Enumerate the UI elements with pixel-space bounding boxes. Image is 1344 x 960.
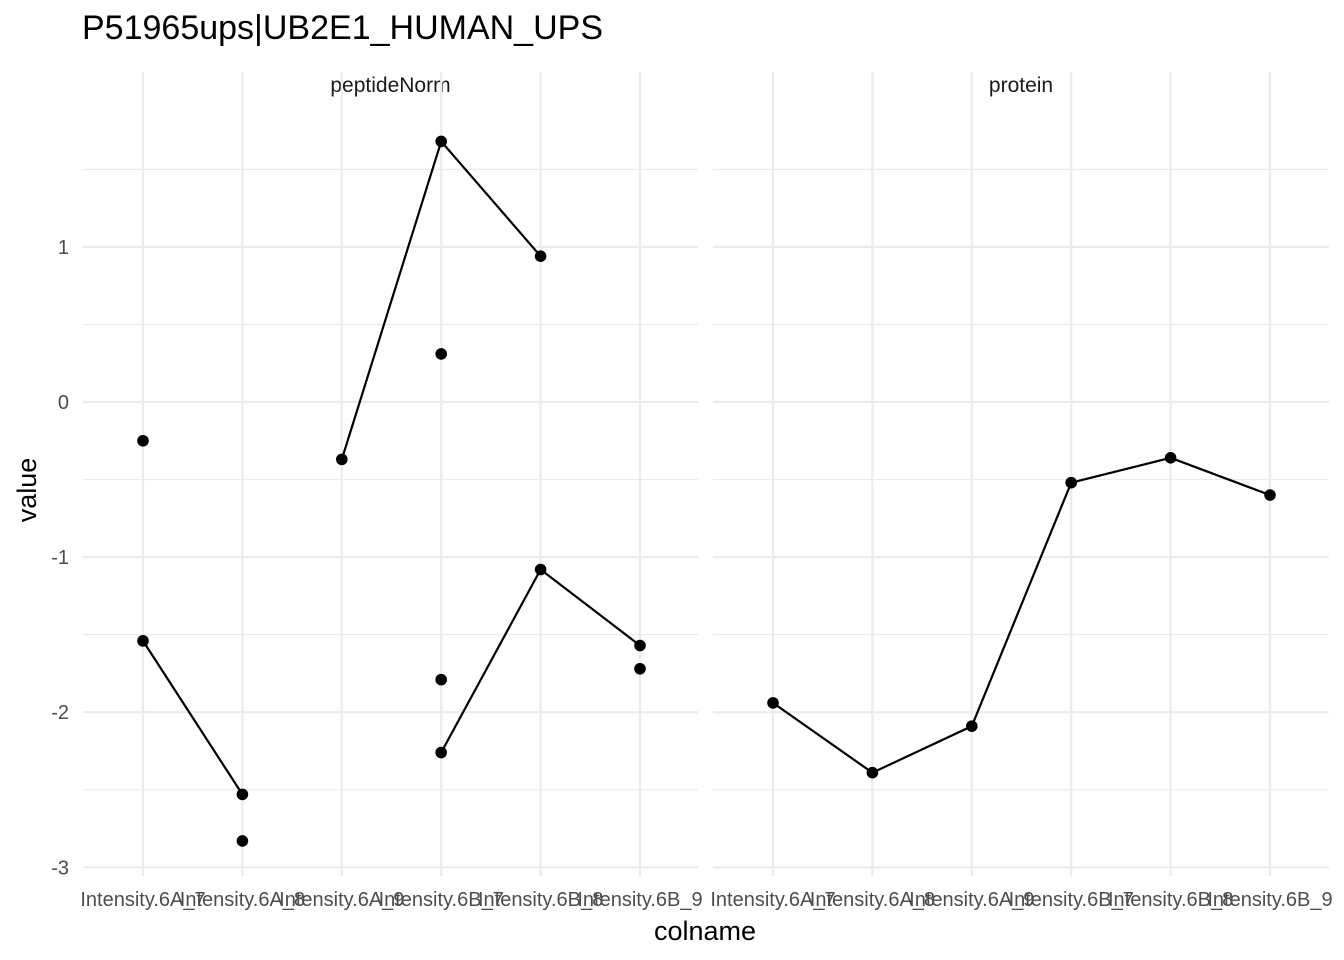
data-point: [435, 348, 448, 360]
x-tick-label: Intensity.6A_9: [279, 889, 404, 911]
x-tick-label: Intensity.6B_9: [577, 889, 702, 911]
data-point: [435, 746, 448, 759]
grid: [713, 72, 1329, 876]
data-point: [966, 720, 978, 732]
data-point: [634, 662, 646, 675]
data-point: [1164, 452, 1177, 464]
y-tick-label: 0: [58, 392, 69, 414]
y-axis: -3 -2 -1 0 1: [51, 237, 69, 879]
series: [236, 662, 646, 847]
x-tick-label: Intensity.6A_8: [810, 889, 935, 911]
panel-peptidenorm: peptideNorm Intensity.6A_7Intensity.6A_8…: [80, 72, 703, 911]
data-point: [534, 250, 547, 263]
y-axis-title: value: [12, 458, 42, 523]
data-point: [435, 673, 448, 686]
data-point: [137, 434, 149, 447]
x-tick-label: Intensity.6A_7: [710, 889, 835, 911]
data-point: [137, 635, 149, 647]
series: [137, 348, 448, 447]
x-tick-label: Intensity.6B_8: [1108, 889, 1233, 911]
x-tick-label: Intensity.6B_8: [478, 889, 603, 911]
series: [137, 563, 646, 801]
chart-title: P51965ups|UB2E1_HUMAN_UPS: [82, 9, 603, 47]
series: [767, 452, 1276, 779]
panel-protein: protein Intensity.6A_7Intensity.6A_8Inte…: [710, 72, 1333, 911]
x-axis: Intensity.6A_7Intensity.6A_8Intensity.6A…: [710, 889, 1332, 911]
data-point: [767, 697, 779, 709]
x-tick-label: Intensity.6B_9: [1207, 889, 1332, 911]
x-tick-label: Intensity.6A_7: [80, 889, 205, 911]
y-tick-label: -2: [51, 702, 69, 724]
series-line: [142, 640, 244, 796]
panel-strip-label: protein: [989, 74, 1053, 97]
x-tick-label: Intensity.6B_7: [379, 889, 504, 911]
data-point: [336, 453, 348, 466]
x-tick-label: Intensity.6A_8: [180, 889, 305, 911]
x-axis: Intensity.6A_7Intensity.6A_8Intensity.6A…: [80, 889, 702, 911]
x-tick-label: Intensity.6B_7: [1009, 889, 1134, 911]
data-point: [534, 563, 547, 576]
data-point: [1065, 476, 1077, 489]
y-tick-label: 1: [58, 237, 69, 259]
data-point: [236, 788, 249, 801]
data-point: [1264, 489, 1276, 501]
x-axis-title: colname: [654, 916, 756, 946]
series-line: [772, 456, 1271, 774]
data-point: [634, 639, 646, 652]
y-tick-label: -1: [51, 547, 69, 569]
data-point: [866, 766, 879, 779]
data-point: [435, 135, 448, 148]
data-point: [236, 835, 249, 847]
panel-strip-label: peptideNorm: [330, 74, 450, 97]
grid: [83, 72, 698, 876]
y-tick-label: -3: [51, 857, 69, 879]
series: [336, 135, 547, 466]
x-tick-label: Intensity.6A_9: [909, 889, 1034, 911]
